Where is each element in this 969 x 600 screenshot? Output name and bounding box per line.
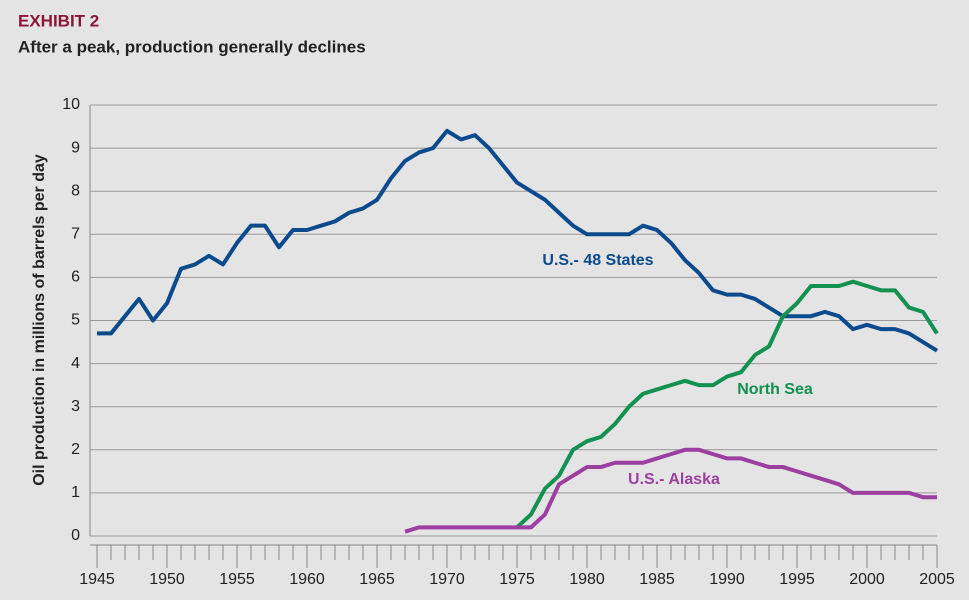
y-tick-label: 3 xyxy=(71,398,80,415)
x-tick-label: 1995 xyxy=(779,571,815,588)
x-tick-label: 1955 xyxy=(219,571,255,588)
y-tick-label: 2 xyxy=(71,441,80,458)
chart-title: After a peak, production generally decli… xyxy=(18,37,366,56)
y-tick-label: 1 xyxy=(71,484,80,501)
y-tick-label: 4 xyxy=(71,355,80,372)
x-tick-label: 2005 xyxy=(919,571,955,588)
y-tick-label: 9 xyxy=(71,139,80,156)
series-line xyxy=(97,128,939,353)
y-tick-label: 0 xyxy=(71,527,80,544)
series-line xyxy=(404,447,937,534)
x-tick-label: 1960 xyxy=(289,571,325,588)
x-tick-label: 1975 xyxy=(499,571,535,588)
x-tick-label: 1950 xyxy=(149,571,185,588)
y-tick-label: 10 xyxy=(62,96,80,113)
y-tick-label: 7 xyxy=(71,226,80,243)
x-tick-label: 2000 xyxy=(849,571,885,588)
x-tick-label: 1980 xyxy=(569,571,605,588)
x-tick-label: 1970 xyxy=(429,571,465,588)
y-tick-label: 8 xyxy=(71,182,80,199)
exhibit-label: EXHIBIT 2 xyxy=(18,11,99,30)
x-tick-label: 1985 xyxy=(639,571,675,588)
y-axis-label: Oil production in millions of barrels pe… xyxy=(31,154,48,486)
series-label: North Sea xyxy=(737,381,813,398)
series-line xyxy=(515,279,939,529)
y-tick-label: 6 xyxy=(71,269,80,286)
x-tick-label: 1965 xyxy=(359,571,395,588)
series-label: U.S.- Alaska xyxy=(628,471,720,488)
y-tick-label: 5 xyxy=(71,312,80,329)
x-tick-label: 1945 xyxy=(79,571,115,588)
x-tick-label: 1990 xyxy=(709,571,745,588)
series-label: U.S.- 48 States xyxy=(542,252,653,269)
